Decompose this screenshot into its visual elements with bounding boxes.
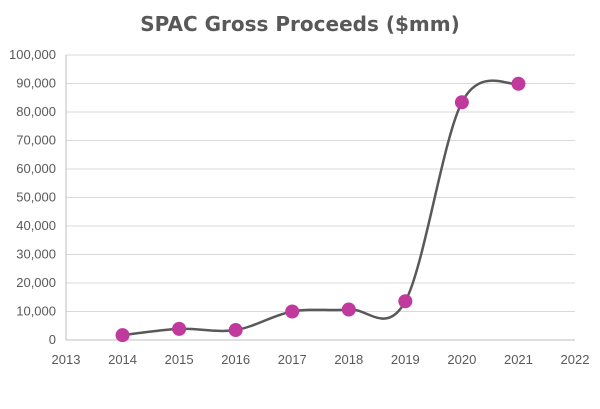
x-tick-label: 2021 (504, 352, 533, 367)
y-tick-label: 20,000 (16, 275, 56, 290)
y-tick-label: 0 (49, 332, 56, 347)
x-tick-label: 2022 (561, 352, 590, 367)
y-tick-label: 100,000 (9, 47, 56, 62)
x-tick-label: 2018 (334, 352, 363, 367)
x-tick-label: 2016 (221, 352, 250, 367)
x-tick-label: 2015 (165, 352, 194, 367)
data-point-2016 (228, 323, 243, 338)
x-axis: 2013 2014 2015 2016 2017 2018 2019 2020 2021 2022 (52, 352, 590, 367)
gridlines (65, 54, 575, 341)
y-tick-label: 90,000 (16, 76, 56, 91)
data-point-2015 (172, 321, 187, 336)
x-tick-label: 2014 (108, 352, 137, 367)
series (115, 76, 526, 343)
x-tick-label: 2017 (278, 352, 307, 367)
x-tick-label: 2013 (52, 352, 81, 367)
data-point-2014 (115, 328, 130, 343)
y-axis: 0 10,000 20,000 30,000 40,000 50,000 60,000 70,… (9, 47, 56, 347)
y-tick-label: 80,000 (16, 104, 56, 119)
data-point-2019 (398, 294, 413, 309)
series-line (122, 79, 519, 337)
x-tick-label: 2020 (447, 352, 476, 367)
y-tick-label: 70,000 (16, 133, 56, 148)
y-tick-label: 40,000 (16, 218, 56, 233)
data-point-2021 (511, 76, 526, 91)
y-tick-label: 10,000 (16, 304, 56, 319)
x-tick-label: 2019 (391, 352, 420, 367)
data-point-2018 (341, 302, 356, 317)
data-point-2017 (285, 304, 300, 319)
y-tick-label: 30,000 (16, 247, 56, 262)
chart-title: SPAC Gross Proceeds ($mm) (140, 12, 460, 36)
y-tick-label: 50,000 (16, 190, 56, 205)
y-tick-label: 60,000 (16, 161, 56, 176)
data-point-2020 (454, 95, 469, 110)
